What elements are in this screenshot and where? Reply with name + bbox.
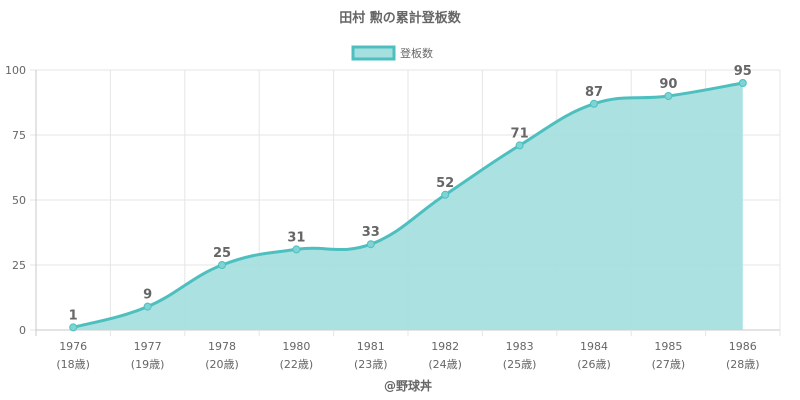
x-tick-sublabel: (22歳) [280, 358, 314, 371]
data-point[interactable] [292, 245, 301, 254]
x-tick-sublabel: (19歳) [131, 358, 165, 371]
legend[interactable]: 登板数 [351, 45, 433, 61]
data-label: 90 [659, 77, 677, 92]
y-axis: 0 25 50 75 100 [5, 64, 26, 337]
data-point[interactable] [218, 261, 226, 269]
chart-title: 田村 勲の累計登板数 [339, 10, 462, 26]
data-point[interactable] [515, 141, 524, 150]
data-label: 25 [213, 246, 231, 261]
series-area [73, 83, 743, 330]
legend-swatch [351, 45, 396, 61]
data-point[interactable] [590, 99, 598, 108]
data-label: 31 [287, 230, 305, 245]
x-tick-sublabel: (26歳) [577, 358, 611, 371]
data-points [69, 79, 747, 332]
data-point[interactable] [366, 240, 375, 249]
data-label: 87 [585, 85, 603, 100]
data-label: 1 [69, 308, 78, 323]
data-label: 52 [436, 176, 454, 191]
x-tick-label: 1976 [59, 340, 87, 353]
x-tick-sublabel: (18歳) [56, 358, 90, 371]
x-tick-label: 1986 [729, 340, 757, 353]
x-tick-label: 1978 [208, 340, 236, 353]
credit-text: @野球丼 [384, 378, 432, 393]
legend-label: 登板数 [400, 46, 433, 60]
y-tick-label: 100 [5, 64, 26, 77]
x-tick-sublabel: (27歳) [652, 358, 686, 371]
data-label: 71 [511, 126, 529, 141]
x-tick-label: 1984 [580, 340, 608, 353]
x-tick-label: 1983 [506, 340, 534, 353]
x-tick-sublabel: (25歳) [503, 358, 537, 371]
plot-area [72, 81, 744, 330]
x-tick-sublabel: (24歳) [428, 358, 462, 371]
data-point[interactable] [664, 92, 673, 100]
x-tick-label: 1980 [282, 340, 310, 353]
x-tick-sublabel: (20歳) [205, 358, 239, 371]
x-tick-sublabel: (28歳) [726, 358, 760, 371]
y-tick-label: 0 [19, 324, 26, 337]
x-tick-label: 1985 [654, 340, 682, 353]
x-tick-label: 1982 [431, 340, 459, 353]
data-label: 9 [143, 288, 152, 303]
data-point[interactable] [441, 190, 450, 199]
data-label: 33 [362, 225, 380, 240]
y-tick-label: 50 [12, 194, 26, 207]
x-tick-label: 1981 [357, 340, 385, 353]
x-tick-label: 1977 [134, 340, 162, 353]
data-point[interactable] [738, 79, 747, 87]
y-tick-label: 75 [12, 129, 26, 142]
data-point[interactable] [143, 302, 152, 311]
x-axis: 1976 (18歳) 1977 (19歳) 1978 (20歳) 1980 (22歳) 1981… [56, 340, 759, 371]
data-label: 95 [734, 64, 752, 79]
y-tick-label: 25 [12, 259, 26, 272]
x-tick-sublabel: (23歳) [354, 358, 388, 371]
series-line [72, 81, 744, 329]
data-point[interactable] [69, 323, 78, 332]
